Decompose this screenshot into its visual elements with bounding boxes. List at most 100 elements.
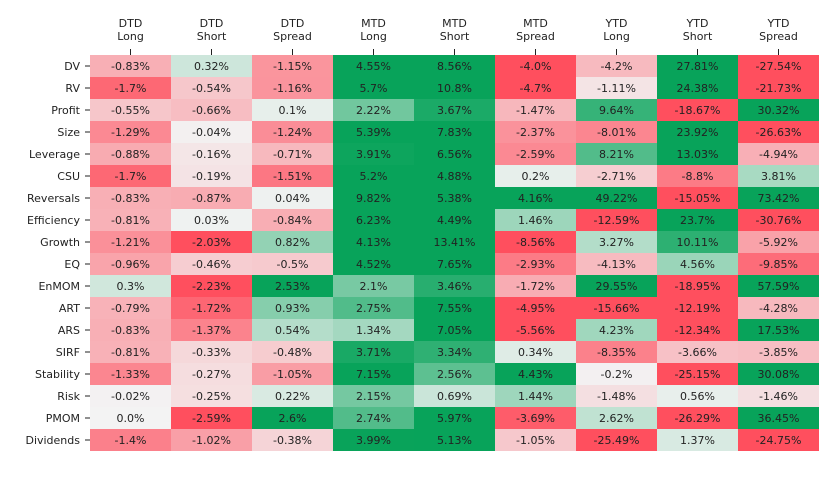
heatmap-cell bbox=[495, 143, 576, 165]
heatmap-cell bbox=[657, 319, 738, 341]
cell-value-label: -5.56% bbox=[516, 324, 555, 337]
cell-value-label: -4.2% bbox=[601, 60, 633, 73]
cell-value-label: -3.69% bbox=[516, 412, 555, 425]
heatmap-cell bbox=[576, 319, 657, 341]
heatmap-cell bbox=[252, 341, 333, 363]
row-label-2: Profit bbox=[51, 104, 80, 117]
cell-value-label: -1.51% bbox=[273, 170, 312, 183]
heatmap-cell bbox=[414, 77, 495, 99]
cell-value-label: -1.72% bbox=[516, 280, 555, 293]
heatmap-cell bbox=[414, 55, 495, 77]
heatmap-cell bbox=[495, 165, 576, 187]
heatmap-cell bbox=[495, 363, 576, 385]
heatmap-cell bbox=[252, 231, 333, 253]
cell-value-label: 49.22% bbox=[596, 192, 638, 205]
heatmap-cell bbox=[333, 253, 414, 275]
cell-value-label: -3.85% bbox=[759, 346, 798, 359]
row-label-16: PMOM bbox=[46, 412, 80, 425]
column-headers: DTDLongDTDShortDTDSpreadMTDLongMTDShortM… bbox=[117, 17, 798, 55]
heatmap-cell bbox=[414, 319, 495, 341]
heatmap-cell bbox=[495, 407, 576, 429]
cell-value-label: 17.53% bbox=[758, 324, 800, 337]
column-header-8-line-0: YTD bbox=[767, 17, 790, 30]
cell-value-label: 2.1% bbox=[360, 280, 388, 293]
cell-value-label: 23.7% bbox=[680, 214, 715, 227]
cell-value-label: -1.29% bbox=[111, 126, 150, 139]
heatmap-cell bbox=[333, 319, 414, 341]
heatmap-cell bbox=[495, 297, 576, 319]
heatmap-cell bbox=[657, 297, 738, 319]
cell-value-label: -8.8% bbox=[682, 170, 714, 183]
cell-value-label: 4.23% bbox=[599, 324, 634, 337]
heatmap-cells: -0.83% 0.32% -1.15% 4.55% 8.56% -4.0% -4.2% 27.… bbox=[90, 55, 819, 451]
heatmap-cell bbox=[738, 209, 819, 231]
heatmap-cell bbox=[333, 297, 414, 319]
row-label-14: Stability bbox=[35, 368, 81, 381]
cell-value-label: -1.37% bbox=[192, 324, 231, 337]
heatmap-cell bbox=[333, 231, 414, 253]
cell-value-label: 10.11% bbox=[677, 236, 719, 249]
heatmap-cell bbox=[414, 341, 495, 363]
cell-value-label: -0.16% bbox=[192, 148, 231, 161]
heatmap-cell bbox=[738, 385, 819, 407]
heatmap-cell bbox=[90, 143, 171, 165]
cell-value-label: -0.54% bbox=[192, 82, 231, 95]
heatmap-cell bbox=[90, 121, 171, 143]
cell-value-label: 2.53% bbox=[275, 280, 310, 293]
heatmap-cell bbox=[495, 99, 576, 121]
heatmap-cell bbox=[90, 319, 171, 341]
column-header-2-line-0: DTD bbox=[281, 17, 305, 30]
cell-value-label: 6.56% bbox=[437, 148, 472, 161]
cell-value-label: -0.79% bbox=[111, 302, 150, 315]
cell-value-label: -0.46% bbox=[192, 258, 231, 271]
heatmap-cell bbox=[576, 55, 657, 77]
cell-value-label: -0.87% bbox=[192, 192, 231, 205]
column-header-4-line-0: MTD bbox=[442, 17, 467, 30]
heatmap-cell bbox=[252, 253, 333, 275]
cell-value-label: 29.55% bbox=[596, 280, 638, 293]
cell-value-label: 2.22% bbox=[356, 104, 391, 117]
cell-value-label: 1.37% bbox=[680, 434, 715, 447]
heatmap-cell bbox=[252, 363, 333, 385]
cell-value-label: 0.32% bbox=[194, 60, 229, 73]
heatmap-cell bbox=[414, 253, 495, 275]
cell-value-label: 23.92% bbox=[677, 126, 719, 139]
heatmap-cell bbox=[333, 165, 414, 187]
cell-value-label: 0.1% bbox=[279, 104, 307, 117]
cell-value-label: 30.08% bbox=[758, 368, 800, 381]
cell-value-label: -0.19% bbox=[192, 170, 231, 183]
heatmap-cell bbox=[414, 99, 495, 121]
heatmap-cell bbox=[171, 253, 252, 275]
cell-value-label: -0.88% bbox=[111, 148, 150, 161]
heatmap-cell bbox=[738, 275, 819, 297]
heatmap-cell bbox=[414, 407, 495, 429]
heatmap-cell bbox=[495, 209, 576, 231]
cell-value-label: 5.97% bbox=[437, 412, 472, 425]
heatmap-cell bbox=[576, 385, 657, 407]
cell-value-label: -15.05% bbox=[675, 192, 721, 205]
cell-value-label: 3.99% bbox=[356, 434, 391, 447]
row-label-15: Risk bbox=[57, 390, 80, 403]
cell-value-label: 27.81% bbox=[677, 60, 719, 73]
column-header-5-line-0: MTD bbox=[523, 17, 548, 30]
heatmap-cell bbox=[576, 275, 657, 297]
cell-value-label: -12.34% bbox=[675, 324, 721, 337]
heatmap-cell bbox=[90, 407, 171, 429]
cell-value-label: 7.15% bbox=[356, 368, 391, 381]
column-header-1-line-1: Short bbox=[197, 30, 227, 43]
cell-value-label: 0.22% bbox=[275, 390, 310, 403]
cell-value-label: 0.54% bbox=[275, 324, 310, 337]
heatmap-cell bbox=[657, 121, 738, 143]
cell-value-label: 2.6% bbox=[279, 412, 307, 425]
cell-value-label: -1.48% bbox=[597, 390, 636, 403]
cell-value-label: 4.56% bbox=[680, 258, 715, 271]
cell-value-label: -4.95% bbox=[516, 302, 555, 315]
heatmap-cell bbox=[495, 77, 576, 99]
cell-value-label: -3.66% bbox=[678, 346, 717, 359]
column-header-4-line-1: Short bbox=[440, 30, 470, 43]
heatmap-cell bbox=[90, 187, 171, 209]
cell-value-label: -0.02% bbox=[111, 390, 150, 403]
cell-value-label: 0.56% bbox=[680, 390, 715, 403]
heatmap-cell bbox=[90, 363, 171, 385]
heatmap-cell bbox=[252, 143, 333, 165]
